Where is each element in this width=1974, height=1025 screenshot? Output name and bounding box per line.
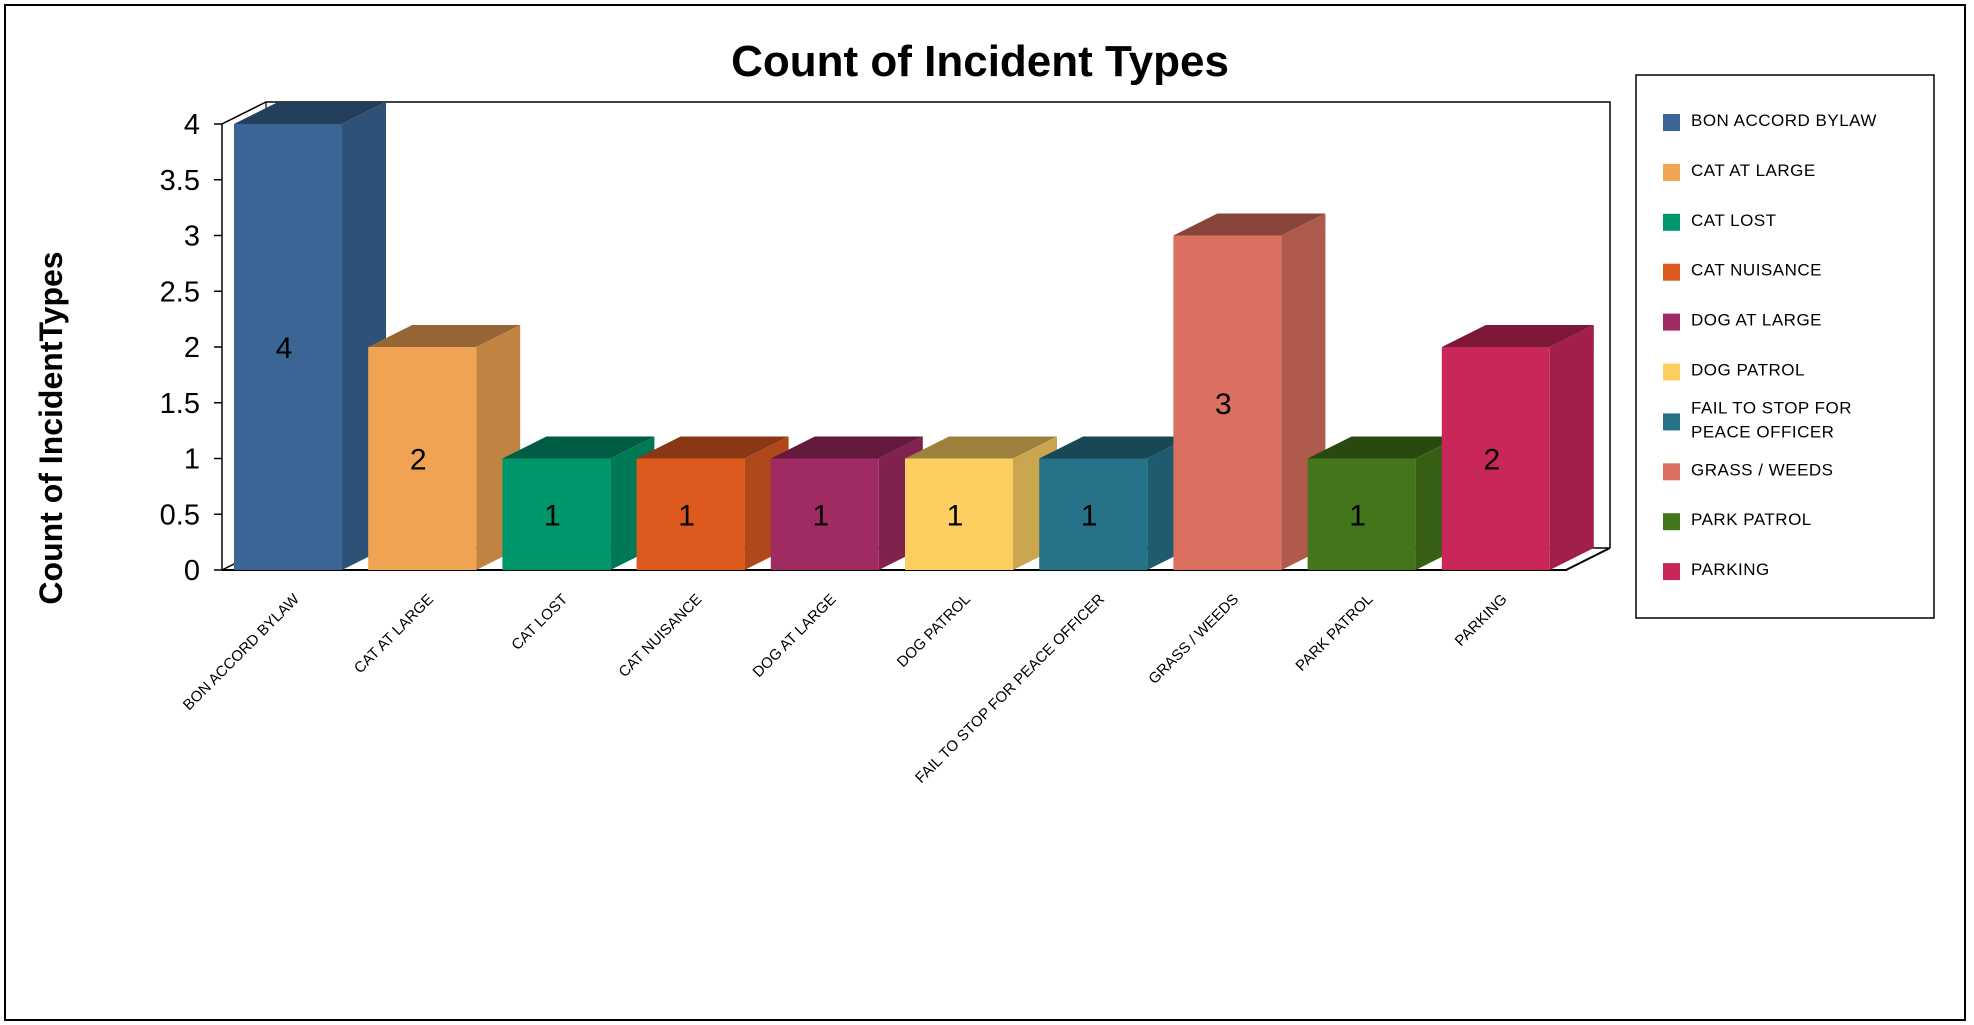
bar-front-face: [1173, 235, 1282, 570]
legend-item: DOG PATROL: [1663, 361, 1805, 381]
chart-title: Count of Incident Types: [731, 37, 1229, 86]
legend-label: FAIL TO STOP FOR PEACE OFFICER: [1691, 398, 1852, 441]
data-label: 1: [1081, 499, 1098, 532]
legend-swatch: [1663, 463, 1680, 481]
data-label: 1: [544, 499, 561, 532]
legend-item: PARKING: [1663, 560, 1770, 581]
legend-swatch: [1663, 413, 1680, 431]
x-axis: BON ACCORD BYLAW CAT AT LARGE CAT LOST CAT …: [180, 590, 1511, 787]
bar-front-face: [234, 124, 342, 570]
bar-top-face: [502, 436, 655, 459]
legend-label: CAT NUISANCE: [1691, 261, 1822, 280]
x-tick-label: DOG AT LARGE: [750, 591, 840, 681]
x-tick-label: CAT AT LARGE: [351, 591, 437, 677]
y-tick-label: 4: [184, 109, 200, 141]
data-label: 1: [947, 499, 964, 532]
bar-front-face: [905, 458, 1013, 570]
bar: 3: [1173, 213, 1326, 570]
bar: 1: [905, 436, 1057, 570]
y-tick-label: 2.5: [160, 276, 200, 308]
legend-swatch: [1663, 263, 1680, 281]
y-tick-label: 0.5: [160, 499, 200, 531]
y-tick-label: 1: [184, 444, 200, 476]
bar: 1: [636, 436, 789, 570]
bar-top-face: [1441, 325, 1594, 347]
data-label: 1: [678, 499, 695, 532]
bars-group: 4 2 1 1 1 1 1 3 1 2: [234, 102, 1594, 570]
x-tick-label: PARKING: [1452, 591, 1511, 650]
y-tick-label: 2: [184, 332, 200, 364]
bar: 1: [1307, 436, 1460, 570]
legend-item: GRASS / WEEDS: [1663, 460, 1834, 481]
legend-item: CAT LOST: [1663, 211, 1777, 231]
x-tick-label: PARK PATROL: [1292, 591, 1376, 675]
legend-label: PARK PATROL: [1691, 510, 1812, 529]
bar-top-face: [770, 436, 923, 459]
bar-front-face: [1441, 347, 1550, 570]
bar-top-face: [1173, 213, 1326, 236]
y-tick-label: 0: [184, 555, 200, 587]
legend-label: DOG AT LARGE: [1691, 311, 1822, 330]
bar-front-face: [636, 458, 745, 570]
x-tick-label: CAT LOST: [508, 591, 571, 654]
data-label: 4: [276, 332, 293, 365]
bar-side-face: [1549, 325, 1594, 570]
y-axis: 0 0.5 1 1.5 2 2.5 3 3.5 4: [160, 109, 222, 587]
legend-label: PARKING: [1691, 560, 1770, 579]
bar: 2: [368, 325, 521, 570]
legend-item: BON ACCORD BYLAW: [1663, 111, 1877, 131]
y-tick-label: 3.5: [160, 165, 200, 197]
bar-front-face: [1307, 458, 1416, 570]
legend-label: GRASS / WEEDS: [1691, 460, 1834, 479]
legend-box: [1635, 74, 1935, 619]
y-axis-label: Count of IncidentTypes: [33, 251, 69, 604]
data-label: 2: [410, 444, 427, 477]
bar: 1: [1039, 436, 1192, 570]
data-label: 3: [1215, 388, 1232, 421]
chart-frame: [4, 4, 1966, 1021]
legend-swatch: [1663, 363, 1680, 381]
bar-front-face: [1039, 458, 1148, 570]
legend-swatch: [1663, 513, 1680, 531]
y-tick-label: 1.5: [160, 388, 200, 420]
bar-top-face: [368, 325, 521, 347]
legend-item: DOG AT LARGE: [1663, 311, 1822, 331]
bar: 2: [1441, 325, 1594, 570]
bar: 1: [770, 436, 923, 570]
bar-top-face: [234, 102, 386, 124]
bar-top-face: [905, 436, 1057, 459]
legend-item: CAT AT LARGE: [1663, 161, 1816, 181]
legend-label: CAT AT LARGE: [1691, 161, 1816, 180]
x-tick-label: BON ACCORD BYLAW: [180, 590, 304, 714]
legend-item: PARK PATROL: [1663, 510, 1812, 531]
legend-label: BON ACCORD BYLAW: [1691, 111, 1877, 130]
x-tick-label: GRASS / WEEDS: [1145, 591, 1242, 688]
bar: 4: [234, 102, 386, 570]
y-tick-label: 3: [184, 221, 200, 253]
x-tick-label: DOG PATROL: [894, 591, 974, 671]
bar-top-face: [636, 436, 789, 459]
data-label: 1: [1349, 499, 1366, 532]
legend-label: CAT LOST: [1691, 211, 1777, 230]
bar-front-face: [368, 347, 477, 570]
bar: 1: [502, 436, 655, 570]
legend: BON ACCORD BYLAW CAT AT LARGE CAT LOST CAT …: [1635, 74, 1935, 619]
bar-front-face: [502, 458, 611, 570]
bar-front-face: [770, 458, 879, 570]
legend-item: FAIL TO STOP FOR PEACE OFFICER: [1663, 398, 1852, 441]
legend-label: DOG PATROL: [1691, 361, 1805, 380]
x-tick-label: CAT NUISANCE: [615, 591, 705, 681]
legend-swatch: [1663, 563, 1680, 581]
legend-swatch: [1663, 114, 1680, 131]
legend-item: CAT NUISANCE: [1663, 261, 1822, 281]
data-label: 1: [812, 499, 829, 532]
bar-top-face: [1039, 436, 1192, 459]
legend-swatch: [1663, 213, 1680, 231]
legend-swatch: [1663, 163, 1680, 181]
bar-top-face: [1307, 436, 1460, 459]
data-label: 2: [1483, 444, 1500, 477]
legend-swatch: [1663, 313, 1680, 331]
